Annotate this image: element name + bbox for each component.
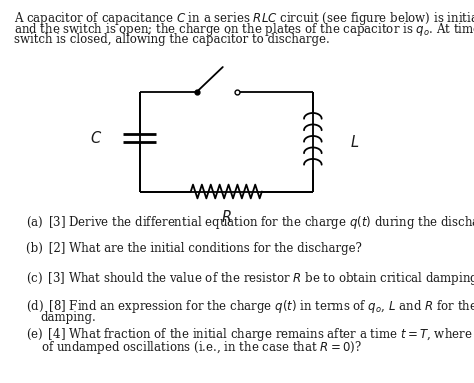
Text: (b) [2] What are the initial conditions for the discharge?: (b) [2] What are the initial conditions … bbox=[26, 242, 362, 255]
Text: $L$: $L$ bbox=[350, 134, 359, 150]
Text: damping.: damping. bbox=[41, 311, 97, 324]
Text: A capacitor of capacitance $C$ in a series $RLC$ circuit (see figure below) is i: A capacitor of capacitance $C$ in a seri… bbox=[14, 10, 474, 26]
Text: (a) [3] Derive the differential equation for the charge $q(t)$ during the discha: (a) [3] Derive the differential equation… bbox=[26, 214, 474, 231]
Text: (e) [4] What fraction of the initial charge remains after a time $t = T$, where : (e) [4] What fraction of the initial cha… bbox=[26, 326, 474, 343]
Text: $R$: $R$ bbox=[221, 209, 232, 225]
Text: switch is closed, allowing the capacitor to discharge.: switch is closed, allowing the capacitor… bbox=[14, 33, 330, 46]
Text: (c) [3] What should the value of the resistor $R$ be to obtain critical damping?: (c) [3] What should the value of the res… bbox=[26, 270, 474, 287]
Text: $C$: $C$ bbox=[90, 130, 102, 146]
Text: and the switch is open; the charge on the plates of the capacitor is $q_o$. At t: and the switch is open; the charge on th… bbox=[14, 21, 474, 38]
Text: of undamped oscillations (i.e., in the case that $R = 0$)?: of undamped oscillations (i.e., in the c… bbox=[41, 339, 362, 355]
Text: (d) [8] Find an expression for the charge $q(t)$ in terms of $q_o$, $L$ and $R$ : (d) [8] Find an expression for the charg… bbox=[26, 298, 474, 315]
